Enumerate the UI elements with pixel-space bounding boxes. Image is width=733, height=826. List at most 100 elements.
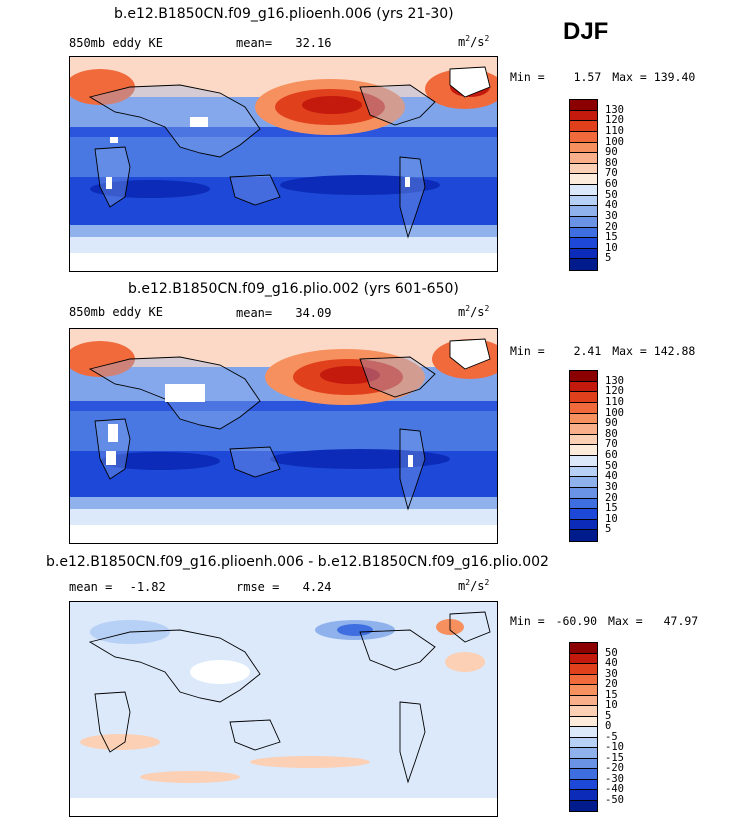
panel-1-mean: mean= 32.16 (236, 36, 331, 50)
panel-1-colorbar-tick-label: 50 (605, 188, 618, 201)
panel-2-colorbar-cell (570, 509, 597, 520)
panel-1-colorbar-tick-label: 15 (605, 231, 618, 244)
panel-2-colorbar-tick-label: 60 (605, 449, 618, 461)
panel-1-colorbar-cell (570, 259, 597, 270)
panel-3-minmax: Min = -60.90 Max = 47.97 (510, 614, 699, 628)
panel-2-colorbar-tick-label: 20 (605, 491, 618, 504)
panel-2-colorbar-cell (570, 456, 597, 467)
panel-3-colorbar-cell (570, 664, 597, 675)
panel-2-colorbar (569, 370, 598, 542)
panel-3-colorbar-cell (570, 790, 597, 801)
panel-1-colorbar-tick-label: 100 (605, 135, 624, 148)
panel-3-mean: mean = -1.82 (69, 580, 166, 594)
panel-3-mean-label: mean = (69, 580, 113, 594)
panel-3-colorbar-cell (570, 758, 597, 769)
panel-1-colorbar-tick-label: 60 (605, 178, 618, 190)
panel-3-colorbar-cell (570, 769, 597, 780)
panel-3-colorbar-tick-label: 50 (605, 646, 618, 659)
panel-2-colorbar-cell (570, 413, 597, 425)
panel-1-field: 850mb eddy KE (69, 36, 163, 50)
panel-3-colorbar-cell (570, 737, 597, 748)
panel-1-colorbar-tick-label: 70 (605, 167, 618, 180)
panel-1-colorbar-tick-label: 10 (605, 241, 618, 254)
panel-2-colorbar-tick-label: 110 (605, 395, 624, 408)
panel-2-colorbar-tick-label: 15 (605, 502, 618, 515)
panel-1-colorbar-cell (570, 174, 597, 185)
panel-2-mean-value: 34.09 (295, 306, 332, 320)
panel-3-map (69, 601, 498, 817)
panel-3-colorbar-tick-label: 10 (605, 699, 618, 711)
panel-2-colorbar-cell (570, 487, 597, 499)
panel-3-units: m2/s2 (458, 578, 490, 593)
panel-3-colorbar-tick-label: -20 (605, 762, 624, 774)
panel-1-mean-label: mean= (236, 36, 273, 50)
panel-1-colorbar-cell (570, 227, 597, 239)
panel-2-colorbar-tick-label: 70 (605, 438, 618, 451)
panel-3-colorbar-tick-label: 40 (605, 657, 618, 669)
panel-2-colorbar-cell (570, 402, 597, 414)
panel-1-mean-value: 32.16 (295, 36, 332, 50)
panel-3-colorbar-tick-label: -5 (605, 730, 618, 743)
season-label: DJF (563, 18, 609, 45)
panel-3-colorbar-tick-label: 15 (605, 688, 618, 701)
panel-2-field: 850mb eddy KE (69, 305, 163, 319)
panel-3-rmse-value: 4.24 (302, 580, 332, 594)
panel-3-colorbar-cell (570, 643, 597, 654)
panel-1-map (69, 56, 498, 272)
panel-1-colorbar-tick-label: 40 (605, 199, 618, 212)
panel-1-colorbar-cell (570, 131, 597, 143)
panel-3-colorbar-cell (570, 748, 597, 759)
panel-1-colorbar-tick-label: 110 (605, 124, 624, 137)
panel-1-colorbar-cell (570, 195, 597, 207)
panel-1-colorbar-cell (570, 185, 597, 196)
panel-2-colorbar-tick-label: 120 (605, 385, 624, 398)
panel-2-colorbar-cell (570, 371, 597, 382)
panel-2-colorbar-tick-label: 50 (605, 459, 618, 472)
panel-1-colorbar-tick-label: 80 (605, 156, 618, 169)
panel-2-colorbar-tick-label: 100 (605, 406, 624, 419)
panel-1-minmax: Min = 1.57 Max = 139.40 (510, 70, 696, 84)
panel-1-colorbar-tick-label: 30 (605, 209, 618, 222)
panel-1-colorbar-tick-label: 20 (605, 220, 618, 233)
panel-1-colorbar-cell (570, 153, 597, 164)
panel-2-colorbar-tick-label: 5 (605, 523, 612, 536)
panel-1-colorbar-cell (570, 248, 597, 260)
panel-3-colorbar-tick-label: -40 (605, 783, 624, 795)
panel-3-colorbar-cell (570, 800, 597, 811)
panel-2-minmax: Min = 2.41 Max = 142.88 (510, 344, 696, 358)
panel-1-colorbar-cell (570, 216, 597, 228)
panel-3-colorbar-tick-label: 30 (605, 667, 618, 680)
panel-3-colorbar-cell (570, 685, 597, 696)
panel-3-rmse: rmse = 4.24 (236, 580, 332, 594)
panel-3-colorbar-cell (570, 695, 597, 706)
panel-2-colorbar-tick-label: 40 (605, 470, 618, 483)
panel-3-colorbar-cell (570, 727, 597, 738)
panel-1-colorbar-cell (570, 142, 597, 154)
panel-1-units: m2/s2 (458, 34, 490, 49)
panel-3-colorbar-tick-label: 0 (605, 720, 612, 732)
panel-3-colorbar (569, 642, 598, 812)
panel-3-colorbar-cell (570, 779, 597, 790)
panel-2-colorbar-cell (570, 477, 597, 488)
panel-2-colorbar-tick-label: 90 (605, 417, 618, 430)
panel-2-colorbar-cell (570, 498, 597, 510)
panel-2-mean-label: mean= (236, 306, 273, 320)
panel-3-colorbar-cell (570, 674, 597, 685)
panel-2-colorbar-tick-label: 80 (605, 427, 618, 440)
panel-3-colorbar-tick-label: -10 (605, 741, 624, 753)
panel-2-colorbar-cell (570, 392, 597, 403)
panel-3-title: b.e12.B1850CN.f09_g16.plioenh.006 - b.e1… (46, 554, 549, 570)
panel-2-units: m2/s2 (458, 304, 490, 319)
panel-2-colorbar-cell (570, 445, 597, 456)
panel-1-colorbar-cell (570, 163, 597, 175)
panel-3-rmse-label: rmse = (236, 580, 280, 594)
panel-1-colorbar-tick-label: 130 (605, 103, 624, 116)
panel-1-colorbar-tick-label: 120 (605, 114, 624, 127)
panel-2-colorbar-cell (570, 530, 597, 541)
panel-3-map-svg (70, 602, 497, 816)
panel-2-mean: mean= 34.09 (236, 306, 331, 320)
panel-2-colorbar-cell (570, 424, 597, 435)
panel-2-colorbar-tick-label: 130 (605, 374, 624, 387)
panel-2-colorbar-tick-label: 10 (605, 512, 618, 525)
panel-3-colorbar-tick-label: -50 (605, 793, 624, 806)
